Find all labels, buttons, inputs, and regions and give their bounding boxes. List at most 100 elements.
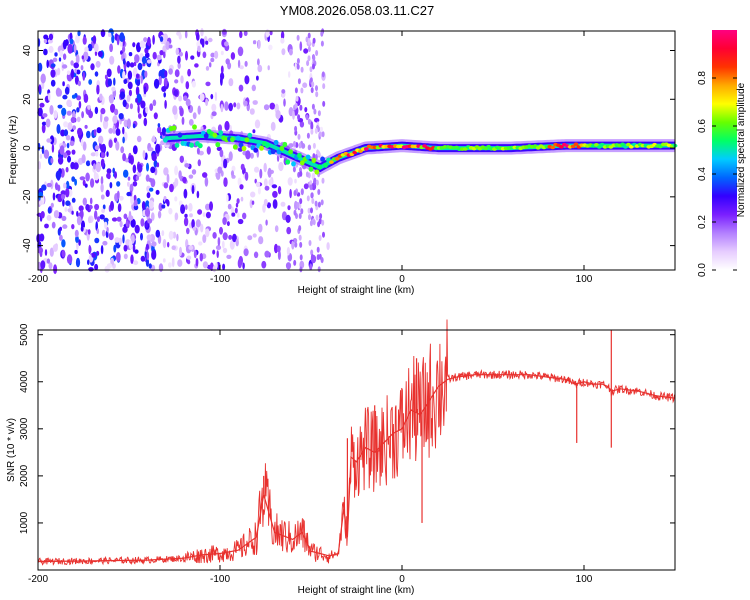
- heatmap-cell: [96, 216, 100, 223]
- heatmap-cell: [116, 35, 120, 46]
- heatmap-cell: [299, 198, 303, 205]
- colorbar-tick-label: 0.2: [697, 215, 708, 229]
- heatmap-cell: [224, 101, 229, 111]
- heatmap-cell: [252, 129, 256, 134]
- heatmap-cell: [288, 71, 291, 78]
- heatmap-cell: [299, 241, 303, 248]
- heatmap-cell: [77, 30, 81, 37]
- heatmap-cell: [310, 254, 314, 260]
- heatmap-cell: [220, 103, 224, 113]
- heatmap-cell: [320, 199, 324, 206]
- heatmap-cell: [115, 252, 121, 262]
- heatmap-cell: [158, 75, 162, 86]
- heatmap-cell: [269, 30, 273, 36]
- y-tick-label: 0: [22, 145, 33, 151]
- snr-y-label: SNR (10 * v/v): [6, 418, 17, 482]
- heatmap-cell: [111, 217, 118, 222]
- heatmap-cell: [310, 207, 313, 214]
- heatmap-cell: [153, 159, 158, 168]
- y-tick-label: -20: [22, 189, 33, 204]
- heatmap-cell: [307, 32, 311, 39]
- heatmap-cell: [55, 170, 62, 180]
- heatmap-cell: [144, 70, 148, 78]
- y-tick-label: 5000: [19, 323, 30, 346]
- heatmap-cell: [124, 157, 129, 163]
- heatmap-cell: [79, 176, 86, 181]
- heatmap-cell: [311, 103, 315, 110]
- heatmap-cell: [143, 37, 148, 43]
- heatmap-cell: [144, 152, 148, 161]
- ridge-cell: [352, 150, 358, 155]
- heatmap-cell: [100, 107, 106, 115]
- heatmap-cell: [300, 66, 304, 73]
- ridge-cell: [628, 145, 634, 149]
- heatmap-cell: [62, 81, 65, 87]
- snr-x-label: Height of straight line (km): [298, 585, 415, 596]
- heatmap-cell: [309, 66, 313, 73]
- ridge-cell: [329, 160, 334, 164]
- heatmap-cell: [90, 63, 95, 71]
- heatmap-cell: [103, 116, 109, 122]
- heatmap-cell: [232, 233, 237, 243]
- heatmap-cell: [88, 110, 93, 119]
- heatmap-cell: [199, 93, 205, 102]
- heatmap-cell: [243, 248, 249, 257]
- heatmap-cell: [100, 29, 106, 38]
- heatmap-cell: [236, 198, 240, 204]
- heatmap-cell: [309, 263, 313, 271]
- heatmap-cell: [296, 58, 300, 64]
- heatmap-cell: [46, 59, 49, 69]
- heatmap-cell: [140, 218, 145, 227]
- ridge-cell: [599, 142, 605, 147]
- heatmap-cell: [109, 182, 113, 189]
- heatmap-cell: [59, 234, 63, 241]
- heatmap-cell: [69, 38, 74, 45]
- heatmap-cell: [133, 204, 139, 211]
- heatmap-cell: [281, 89, 286, 94]
- y-tick-label: 1000: [19, 511, 30, 534]
- heatmap-cell: [61, 194, 66, 200]
- heatmap-cell: [120, 146, 125, 154]
- heatmap-cell: [139, 40, 146, 49]
- heatmap-cell: [287, 205, 291, 211]
- heatmap-cell: [184, 213, 188, 218]
- heatmap-cell: [90, 178, 95, 188]
- heatmap-cell: [46, 214, 52, 221]
- heatmap-cell: [267, 65, 270, 71]
- heatmap-cell: [307, 38, 311, 45]
- heatmap-cell: [83, 51, 89, 61]
- heatmap-cell: [317, 221, 321, 228]
- heatmap-cell: [56, 124, 61, 134]
- heatmap-cell: [157, 210, 162, 219]
- heatmap-cell: [300, 188, 304, 196]
- heatmap-cell: [235, 238, 239, 247]
- ridge-cell: [282, 141, 288, 148]
- heatmap-cell: [252, 40, 257, 45]
- heatmap-cell: [151, 241, 157, 247]
- heatmap-cell: [159, 50, 164, 56]
- heatmap-cell: [67, 155, 71, 163]
- heatmap-cell: [152, 99, 157, 107]
- snr-panel: -200 -100 0 100 1000 2000 3000 4000 5000 Height…: [6, 319, 676, 596]
- heatmap-cell: [41, 184, 47, 191]
- heatmap-cell: [127, 81, 133, 90]
- heatmap-cell: [214, 50, 219, 59]
- heatmap-cell: [268, 179, 273, 186]
- heatmap-cell: [101, 229, 106, 237]
- heatmap-cell: [312, 55, 316, 61]
- heatmap-cell: [75, 257, 81, 268]
- heatmap-cell: [38, 161, 41, 170]
- heatmap-cell: [80, 65, 84, 71]
- heatmap-cell: [285, 214, 291, 223]
- heatmap-cell: [297, 78, 301, 85]
- heatmap-cell: [43, 39, 48, 44]
- heatmap-cell: [105, 189, 110, 197]
- heatmap-cell: [310, 249, 314, 256]
- heatmap-cell: [200, 223, 204, 233]
- heatmap-cell: [177, 62, 181, 69]
- heatmap-cell: [156, 54, 162, 61]
- heatmap-cell: [56, 67, 61, 76]
- heatmap-cell: [67, 43, 73, 54]
- heatmap-cell: [237, 46, 244, 57]
- heatmap-cell: [295, 142, 299, 148]
